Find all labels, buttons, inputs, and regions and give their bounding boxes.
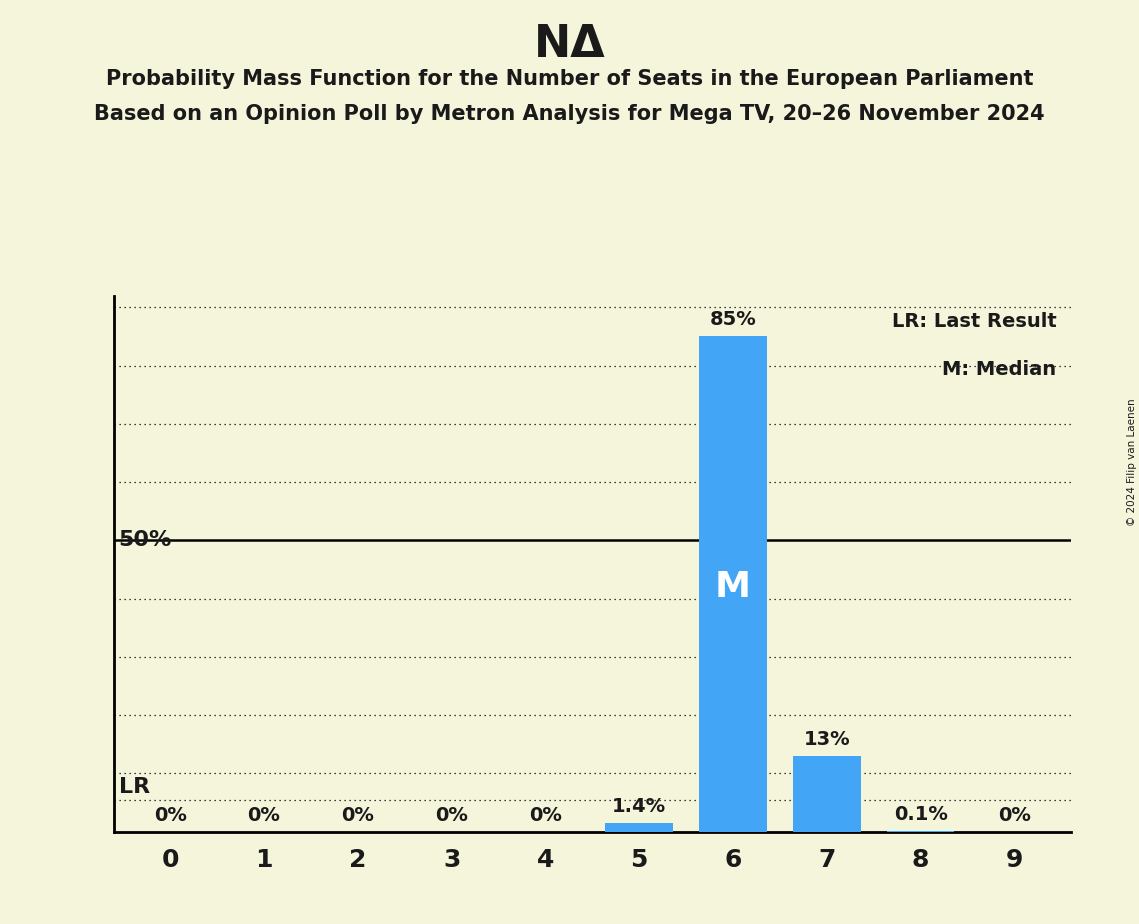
- Text: NΔ: NΔ: [534, 23, 605, 67]
- Text: 0%: 0%: [998, 806, 1031, 824]
- Text: 0%: 0%: [528, 806, 562, 824]
- Text: M: Median: M: Median: [942, 360, 1056, 379]
- Text: 0%: 0%: [154, 806, 187, 824]
- Bar: [699, 336, 767, 832]
- Text: 13%: 13%: [803, 730, 850, 748]
- Text: LR: LR: [118, 777, 149, 796]
- Text: 50%: 50%: [118, 530, 172, 551]
- Text: 0%: 0%: [247, 806, 280, 824]
- Text: Based on an Opinion Poll by Metron Analysis for Mega TV, 20–26 November 2024: Based on an Opinion Poll by Metron Analy…: [95, 104, 1044, 125]
- Text: 0%: 0%: [342, 806, 375, 824]
- Text: 1.4%: 1.4%: [612, 797, 666, 817]
- Text: © 2024 Filip van Laenen: © 2024 Filip van Laenen: [1126, 398, 1137, 526]
- Bar: [793, 756, 861, 832]
- Text: 0%: 0%: [435, 806, 468, 824]
- Text: 85%: 85%: [710, 310, 756, 330]
- Text: M: M: [715, 570, 751, 604]
- Text: 0.1%: 0.1%: [894, 805, 948, 824]
- Bar: [606, 823, 673, 832]
- Text: LR: Last Result: LR: Last Result: [892, 311, 1056, 331]
- Text: Probability Mass Function for the Number of Seats in the European Parliament: Probability Mass Function for the Number…: [106, 69, 1033, 90]
